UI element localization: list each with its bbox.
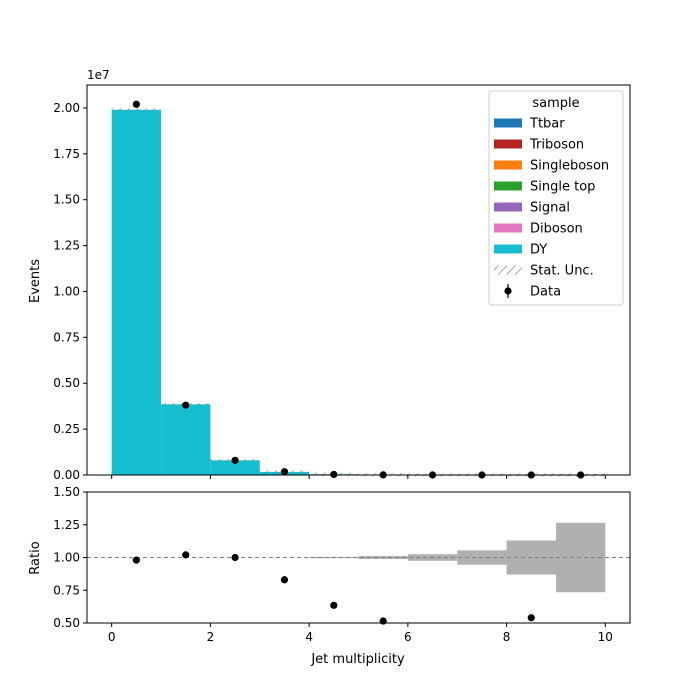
- main-y-multiplier: 1e7: [87, 68, 110, 82]
- data-point: [132, 100, 140, 108]
- ratio-y-tick-label: 1.50: [53, 485, 80, 499]
- ratio-y-tick-label: 1.25: [53, 518, 80, 532]
- data-point: [182, 401, 190, 409]
- y-tick-label: 2.00: [53, 101, 80, 115]
- ratio-y-ticks: 0.50 0.75 1.00 1.25 1.50: [53, 485, 87, 630]
- ratio-y-tick-label: 1.00: [53, 551, 80, 565]
- ratio-plot-frame: [86, 491, 631, 624]
- legend-swatch-dy: [494, 244, 522, 254]
- y-tick-label: 0.25: [53, 422, 80, 436]
- data-point: [280, 468, 289, 476]
- main-plot-frame: [86, 84, 631, 476]
- ratio-point: [330, 601, 338, 609]
- ratio-point: [231, 553, 239, 562]
- ratio-point: [379, 617, 387, 625]
- ratio-x-tick-label: 4: [305, 630, 313, 644]
- y-tick-label: 0.50: [53, 376, 80, 390]
- data-point: [231, 456, 239, 464]
- ratio-x-tick-label: 6: [404, 630, 412, 644]
- main-panel: 0.00 0.25 0.50 0.75 1.00 1.25 1.50 1.75 2.00 1e7…: [28, 68, 631, 482]
- y-tick-label: 1.00: [53, 284, 80, 298]
- legend-title: sample: [532, 96, 579, 111]
- ratio-y-axis-label: Ratio: [28, 541, 43, 574]
- ratio-point: [280, 576, 289, 584]
- ratio-point: [182, 551, 190, 559]
- legend-swatch-stat-unc: [494, 265, 522, 275]
- ratio-x-tick-label: 2: [207, 630, 215, 644]
- legend-label-signal: Signal: [530, 201, 570, 216]
- legend-label-ttbar: Ttbar: [529, 117, 565, 132]
- legend-swatch-diboson: [494, 223, 522, 233]
- ratio-point: [527, 614, 535, 622]
- legend-swatch-triboson: [494, 139, 522, 149]
- stat-unc-bin-0: [111, 108, 162, 112]
- y-tick-label: 1.75: [53, 147, 80, 161]
- ratio-x-tick-label: 8: [503, 630, 511, 644]
- y-tick-label: 1.25: [53, 239, 80, 253]
- ratio-x-tick-label: 10: [598, 630, 613, 644]
- legend: sample Ttbar Triboson Singleboson Single to…: [488, 90, 624, 306]
- y-tick-label: 1.50: [53, 193, 80, 207]
- legend-entries: Ttbar Triboson Singleboson Single top Signal…: [494, 117, 609, 300]
- ratio-y-tick-label: 0.50: [53, 616, 80, 630]
- legend-frame: [488, 90, 624, 306]
- legend-marker-data: [504, 287, 512, 295]
- data-point: [330, 470, 338, 479]
- ratio-x-tick-label: 0: [108, 630, 116, 644]
- legend-swatch-ttbar: [494, 118, 522, 128]
- legend-label-diboson: Diboson: [530, 222, 583, 237]
- legend-label-data: Data: [530, 285, 561, 300]
- bar-dy-bin-0: [111, 109, 162, 475]
- legend-swatch-single-top: [494, 181, 522, 191]
- y-tick-label: 0.00: [53, 468, 80, 482]
- legend-swatch-signal: [494, 202, 522, 212]
- legend-label-singleboson: Singleboson: [530, 159, 609, 174]
- ratio-x-ticks: 0 2 4 6 8 10: [108, 623, 613, 644]
- legend-label-single-top: Single top: [530, 180, 595, 195]
- bar-dy-bin-1: [161, 404, 211, 475]
- ratio-y-tick-label: 0.75: [53, 583, 80, 597]
- ratio-panel: 0.50 0.75 1.00 1.25 1.50 0 2 4 6 8 10 Ratio Jet m…: [28, 485, 631, 667]
- main-y-axis-label: Events: [28, 259, 43, 303]
- bar-dy-bin-2: [210, 460, 260, 475]
- legend-label-stat-unc: Stat. Unc.: [530, 264, 594, 279]
- legend-swatch-singleboson: [494, 160, 522, 170]
- legend-label-triboson: Triboson: [529, 138, 584, 153]
- legend-label-dy: DY: [530, 243, 547, 258]
- y-tick-label: 0.75: [53, 330, 80, 344]
- main-y-ticks: 0.00 0.25 0.50 0.75 1.00 1.25 1.50 1.75 2.00: [53, 101, 87, 482]
- ratio-x-axis-label: Jet multiplicity: [310, 652, 405, 667]
- main-x-ticks: [111, 475, 606, 479]
- ratio-point: [132, 556, 140, 564]
